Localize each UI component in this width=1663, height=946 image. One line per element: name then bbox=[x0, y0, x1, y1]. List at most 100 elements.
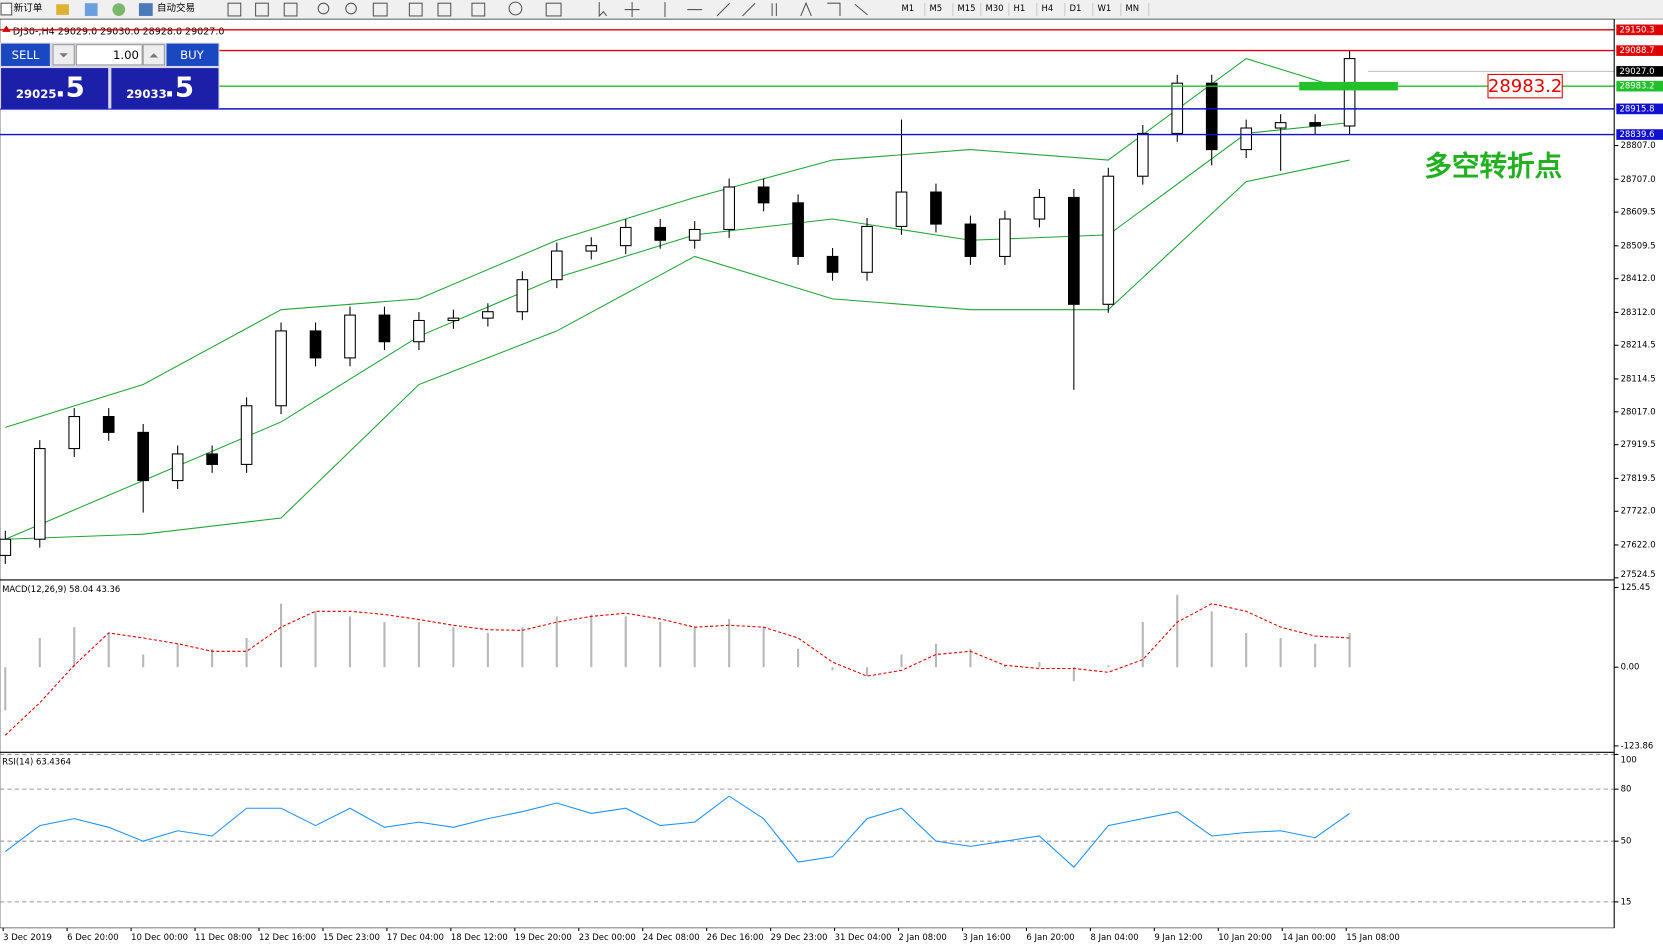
candle-body bbox=[999, 218, 1011, 257]
x-tick-label: 2 Jan 08:00 bbox=[899, 933, 947, 943]
chart-area bbox=[0, 18, 1615, 929]
y-tick-label: 28017.0 bbox=[1621, 407, 1656, 417]
volume-input[interactable] bbox=[75, 44, 143, 66]
buy-price-box[interactable] bbox=[111, 68, 219, 109]
candle-body bbox=[1274, 122, 1287, 129]
candle-body bbox=[930, 191, 942, 225]
tool-icon[interactable] bbox=[317, 2, 330, 15]
new-order-icon[interactable] bbox=[0, 2, 13, 16]
candle-body bbox=[826, 255, 839, 273]
y-tick-label: 27622.0 bbox=[1621, 540, 1656, 550]
line-tools[interactable] bbox=[742, 2, 777, 17]
candle-body bbox=[723, 186, 735, 231]
tool-icon[interactable] bbox=[471, 2, 486, 17]
auto-trading-icon[interactable] bbox=[138, 3, 153, 16]
y-tick-label: 28114.5 bbox=[1621, 374, 1656, 384]
pivot-label-box bbox=[1487, 73, 1563, 99]
x-tick-label: 8 Jan 04:00 bbox=[1090, 933, 1138, 943]
new-order-button[interactable]: 新订单 bbox=[14, 2, 43, 14]
timeframe-button: MN bbox=[1125, 4, 1139, 14]
candle-body bbox=[309, 330, 322, 359]
sell-price-box[interactable] bbox=[1, 68, 109, 109]
candle-body bbox=[413, 319, 425, 343]
tool-icon[interactable] bbox=[227, 2, 242, 17]
x-tick-label: 11 Dec 08:00 bbox=[195, 933, 252, 943]
tool-icon[interactable] bbox=[84, 3, 98, 16]
pivot-annotation: 多空转折点 bbox=[1424, 150, 1562, 183]
candle-body bbox=[447, 317, 460, 322]
sell-label[interactable]: SELL bbox=[12, 48, 40, 62]
level-price: 28915.8 bbox=[1620, 104, 1655, 114]
timeframe-button: W1 bbox=[1097, 4, 1111, 14]
y-tick-label: 80 bbox=[1621, 785, 1632, 795]
candle-body bbox=[964, 223, 977, 257]
candle-body bbox=[757, 186, 770, 204]
candle-body bbox=[33, 448, 46, 540]
candle-body bbox=[688, 228, 701, 241]
bid-price: 29025 bbox=[16, 87, 57, 101]
x-tick-label: 19 Dec 20:00 bbox=[515, 933, 572, 943]
x-tick-label: 3 Jan 16:00 bbox=[962, 933, 1010, 943]
candle-body bbox=[378, 314, 391, 343]
cursor-icon[interactable] bbox=[598, 2, 608, 18]
line-tools[interactable] bbox=[664, 2, 731, 18]
tool-icon[interactable] bbox=[345, 2, 357, 15]
y-tick-label: -123.86 bbox=[1621, 741, 1654, 751]
candle-body bbox=[895, 191, 908, 227]
level-price-box bbox=[1616, 103, 1663, 115]
timeframe-button: D1 bbox=[1069, 4, 1081, 14]
x-tick-label: 18 Dec 12:00 bbox=[451, 933, 508, 943]
buy-label[interactable]: BUY bbox=[180, 48, 205, 62]
bid-price-big: .5 bbox=[55, 70, 85, 103]
tool-icon[interactable] bbox=[56, 4, 69, 15]
y-tick-label: 0.00 bbox=[1621, 663, 1640, 673]
y-tick-label: 27919.5 bbox=[1621, 440, 1656, 450]
crosshair-icon[interactable] bbox=[624, 2, 640, 18]
candle-body bbox=[0, 538, 12, 556]
candle-body bbox=[1309, 122, 1321, 127]
timeframe-button: M5 bbox=[929, 4, 942, 14]
candle-body bbox=[275, 330, 287, 407]
y-tick-label: 15 bbox=[1621, 897, 1632, 907]
y-tick-label: 27722.0 bbox=[1621, 507, 1656, 517]
candle-body bbox=[1240, 127, 1253, 151]
tool-icon[interactable] bbox=[508, 1, 523, 16]
plots: 3 Dec 2019 6 Dec 20:00 10 Dec 00:00 11 Dec … bbox=[0, 19, 1663, 943]
candle-body bbox=[1136, 132, 1149, 177]
tool-icon[interactable] bbox=[112, 3, 126, 16]
chart-header: DJ30-,H4 29029.0 29030.0 28928.0 29027.0 bbox=[13, 26, 225, 37]
volume-value[interactable]: 1.00 bbox=[113, 48, 139, 62]
x-tick-label: 14 Jan 00:00 bbox=[1282, 933, 1336, 943]
tool-icon[interactable] bbox=[545, 2, 562, 17]
timeframe-button: M15 bbox=[957, 4, 975, 14]
candle-body bbox=[68, 416, 81, 450]
candle-body bbox=[137, 431, 150, 482]
sell-button[interactable] bbox=[1, 43, 50, 66]
y-tick-label: 100 bbox=[1621, 755, 1637, 765]
timeframe-button: H1 bbox=[1013, 4, 1025, 14]
level-price-box bbox=[1616, 45, 1663, 56]
y-tick-label: 28509.5 bbox=[1621, 241, 1656, 251]
bollinger-upper bbox=[5, 58, 1350, 428]
candle-body bbox=[171, 453, 184, 482]
x-tick-label: 10 Jan 20:00 bbox=[1218, 933, 1272, 943]
y-tick-label: 28609.5 bbox=[1621, 208, 1656, 218]
level-price: 29150.3 bbox=[1620, 25, 1655, 35]
buy-button[interactable] bbox=[166, 43, 219, 66]
tool-icon[interactable] bbox=[437, 2, 452, 17]
arrow-icon bbox=[149, 53, 159, 58]
candle-body bbox=[550, 250, 563, 281]
candle-body bbox=[585, 245, 598, 252]
y-tick-label: 28412.0 bbox=[1621, 274, 1656, 284]
tool-icon[interactable] bbox=[408, 2, 423, 17]
auto-trading-button[interactable]: 自动交易 bbox=[157, 2, 195, 14]
pivot-label: 28983.2 bbox=[1488, 76, 1563, 97]
candle-body bbox=[619, 226, 632, 247]
current-price-box bbox=[1616, 66, 1663, 77]
tool-icon[interactable] bbox=[255, 2, 269, 17]
tool-icon[interactable] bbox=[372, 2, 388, 17]
text-tools[interactable] bbox=[800, 1, 868, 17]
tool-icon[interactable] bbox=[283, 2, 298, 17]
overlays: SELL 1.00 BUY 29025 .5 29033 .5 多空转折点 28… bbox=[0, 42, 1563, 183]
